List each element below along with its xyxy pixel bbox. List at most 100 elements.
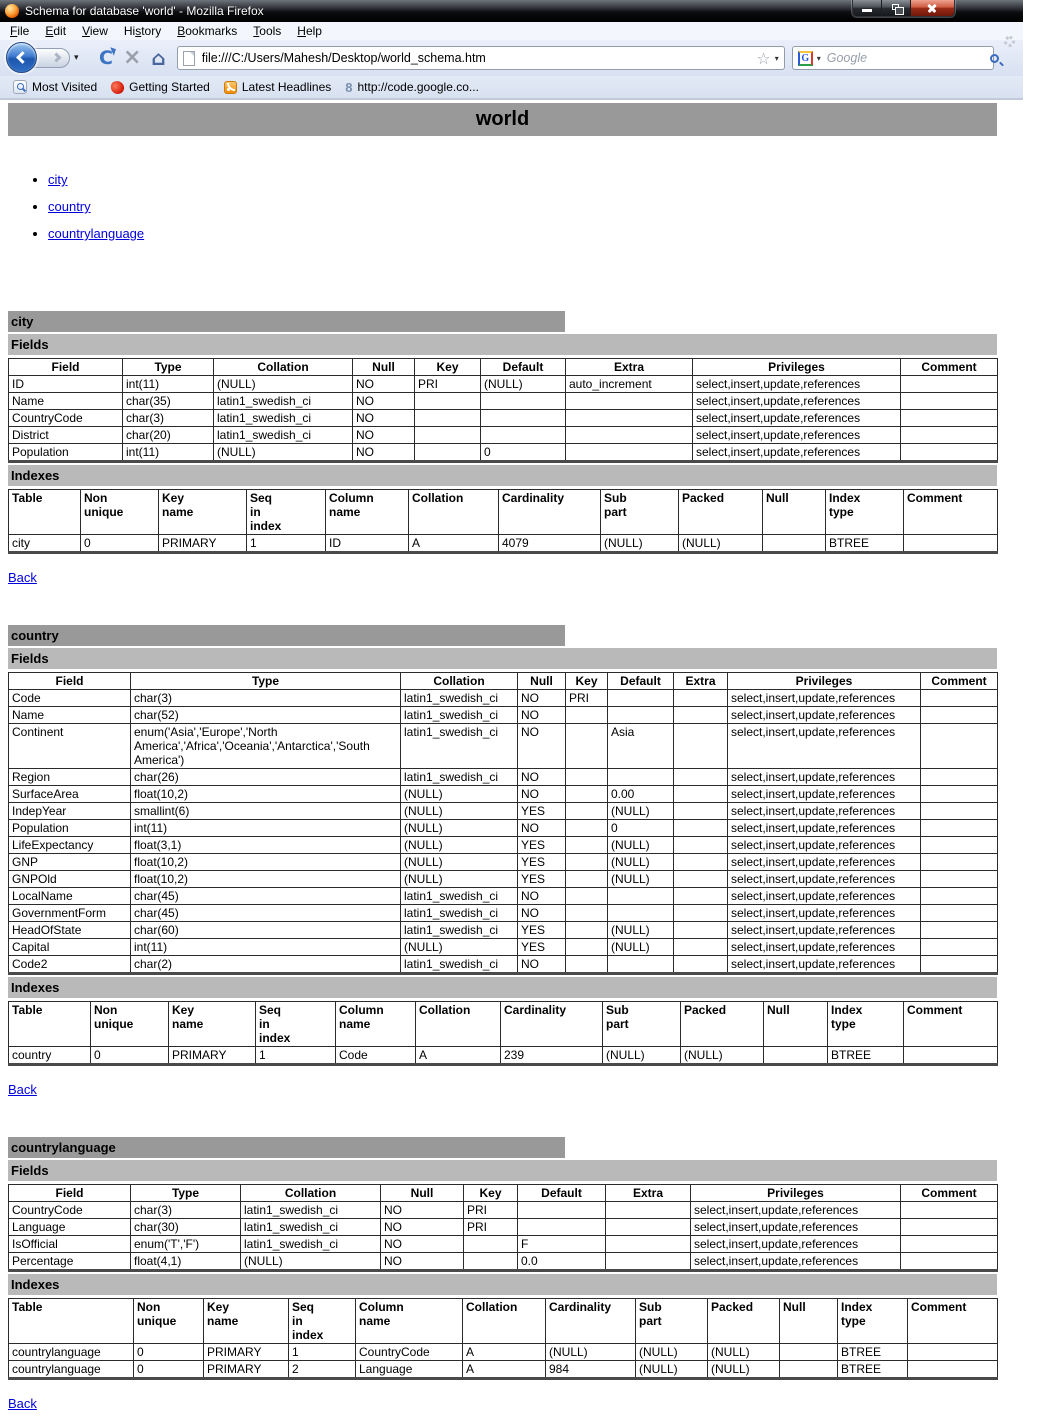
column-header: Key name (203, 1298, 289, 1344)
menu-bookmarks[interactable]: Bookmarks (177, 24, 238, 38)
restore-button[interactable] (882, 0, 911, 16)
toc-link-countrylanguage[interactable]: countrylanguage (48, 226, 145, 241)
toc-link-country[interactable]: country (48, 199, 91, 214)
column-header: Collation (400, 672, 518, 690)
table-cell: int(11) (130, 819, 401, 837)
history-dropdown-caret-icon[interactable]: ▾ (74, 52, 79, 62)
back-link[interactable]: Back (8, 1396, 37, 1411)
page-content: world city country countrylanguage city … (8, 103, 998, 1427)
table-cell: latin1_swedish_ci (213, 426, 353, 444)
table-cell: NO (352, 392, 415, 410)
table-cell (480, 426, 566, 444)
table-row: Language char(30) latin1_swedish_ci NO PRI se… (8, 1218, 998, 1236)
table-cell: latin1_swedish_ci (240, 1218, 381, 1236)
table-cell: A (462, 1360, 546, 1379)
table-cell: A (408, 534, 499, 553)
column-header: Table (8, 489, 81, 535)
close-button[interactable] (911, 0, 954, 16)
table-cell: float(10,2) (130, 853, 401, 871)
column-header: Non unique (90, 1001, 169, 1047)
column-header: Key (565, 672, 608, 690)
table-cell: select,insert,update,references (727, 887, 921, 905)
table-cell: IndepYear (8, 802, 131, 820)
table-cell (605, 1252, 691, 1271)
menu-view[interactable]: View (82, 24, 108, 38)
bookmarks-toolbar: Most Visited Getting Started Latest Head… (0, 76, 1023, 100)
table-cell (920, 819, 998, 837)
table-cell: select,insert,update,references (727, 836, 921, 854)
table-cell (673, 870, 728, 888)
minimize-button[interactable] (853, 0, 882, 16)
menu-edit[interactable]: Edit (45, 24, 67, 38)
table-cell: PRI (463, 1218, 518, 1236)
search-magnifier-icon[interactable] (989, 53, 999, 63)
table-cell (920, 904, 998, 922)
table-cell: NO (352, 443, 415, 462)
back-link[interactable]: Back (8, 1082, 37, 1097)
menu-tools[interactable]: Tools (253, 24, 282, 38)
table-row: HeadOfState char(60) latin1_swedish_ci YES (… (8, 921, 998, 939)
table-row: Population int(11) (NULL) NO 0 select,insert,… (8, 819, 998, 837)
bookmark-star-icon[interactable]: ☆ (756, 48, 771, 68)
table-cell: latin1_swedish_ci (213, 392, 353, 410)
home-button[interactable]: ⌂ (151, 46, 166, 70)
table-cell: Continent (8, 723, 131, 769)
menu-history[interactable]: History (123, 24, 162, 38)
table-cell: Population (8, 443, 123, 462)
table-cell (565, 853, 608, 871)
table-cell: select,insert,update,references (727, 938, 921, 956)
back-button[interactable] (6, 42, 37, 73)
column-header: Collation (415, 1001, 501, 1047)
table-cell: latin1_swedish_ci (400, 904, 518, 922)
table-cell: latin1_swedish_ci (240, 1201, 381, 1219)
getting-started-icon (109, 79, 126, 95)
table-cell (920, 836, 998, 854)
menu-file[interactable]: File (10, 24, 30, 38)
menu-help[interactable]: Help (297, 24, 322, 38)
table-cell (414, 443, 481, 462)
indexes-table: Table Non unique Key name Seq in index Colum… (8, 1298, 998, 1380)
table-cell (565, 426, 693, 444)
table-cell: (NULL) (480, 375, 566, 393)
bookmark-getting-started[interactable]: Getting Started (104, 76, 217, 98)
table-cell: 4079 (498, 534, 601, 553)
back-link[interactable]: Back (8, 570, 37, 585)
bookmark-latest-headlines[interactable]: Latest Headlines (217, 76, 338, 98)
bookmark-most-visited[interactable]: Most Visited (6, 76, 104, 98)
table-cell (903, 1046, 998, 1065)
table-cell: select,insert,update,references (727, 768, 921, 786)
stop-button[interactable]: × (122, 45, 142, 70)
table-cell: CountryCode (8, 1201, 131, 1219)
column-header: Collation (462, 1298, 546, 1344)
indexes-heading: Indexes (8, 465, 997, 486)
table-row: countrylanguage 0 PRIMARY 2 Language A 984 (NUL… (8, 1360, 998, 1379)
firefox-icon (5, 4, 19, 18)
column-header: Type (130, 672, 401, 690)
table-cell: PRIMARY (158, 534, 247, 553)
engine-dropdown-caret-icon[interactable]: ▾ (816, 53, 821, 63)
table-cell (565, 938, 608, 956)
table-cell (605, 1235, 691, 1253)
toc-link-city[interactable]: city (48, 172, 68, 187)
table-cell (463, 1252, 518, 1271)
table-cell: 0 (607, 819, 674, 837)
table-cell (517, 1201, 606, 1219)
url-dropdown-caret-icon[interactable]: ▾ (774, 53, 779, 63)
table-row: country 0 PRIMARY 1 Code A 239 (NULL) (NULL) BTRE… (8, 1046, 998, 1065)
table-cell: latin1_swedish_ci (400, 921, 518, 939)
refresh-button[interactable]: C (99, 47, 113, 69)
table-cell: select,insert,update,references (727, 904, 921, 922)
table-cell: select,insert,update,references (727, 706, 921, 724)
search-input[interactable] (824, 50, 990, 66)
table-cell: (NULL) (400, 819, 518, 837)
table-cell (414, 409, 481, 427)
table-cell: smallint(6) (130, 802, 401, 820)
table-header-row: Table Non unique Key name Seq in index Colum… (8, 1001, 998, 1047)
table-cell (673, 689, 728, 707)
url-input[interactable] (199, 50, 757, 66)
bookmark-google-code[interactable]: 8 http://code.google.co... (345, 79, 479, 95)
table-header-row: Table Non unique Key name Seq in index Colum… (8, 489, 998, 535)
table-cell: Asia (607, 723, 674, 769)
table-of-contents: city country countrylanguage (8, 172, 997, 241)
google-engine-icon[interactable]: G (797, 50, 813, 66)
